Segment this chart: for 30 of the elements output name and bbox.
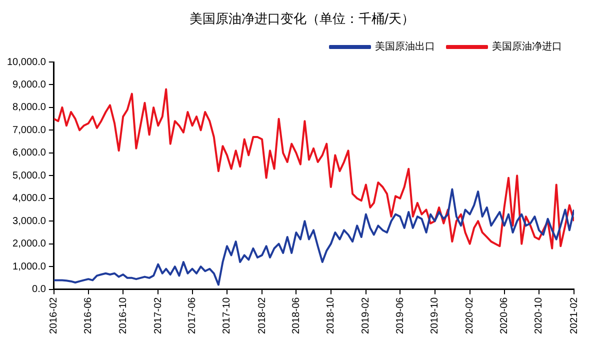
x-tick-label: 2018-10 xyxy=(326,296,337,334)
x-tick-label: 2017-02 xyxy=(152,296,164,334)
y-tick-label: 5,000.0 xyxy=(12,170,46,182)
y-tick-label: 10,000.0 xyxy=(6,56,46,68)
x-tick-label: 2019-02 xyxy=(360,296,372,334)
y-tick-label: 2,000.0 xyxy=(12,238,46,250)
y-tick-label: 6,000.0 xyxy=(12,148,46,159)
y-tick-label: 4,000.0 xyxy=(12,193,46,204)
legend-label: 美国原油净进口 xyxy=(492,40,562,53)
x-tick-label: 2020-06 xyxy=(499,296,510,334)
x-tick-label: 2016-10 xyxy=(118,296,129,334)
y-tick-label: 0.0 xyxy=(32,284,46,296)
y-tick-label: 7,000.0 xyxy=(12,124,46,136)
legend-label: 美国原油出口 xyxy=(375,40,435,53)
x-tick-label: 2021-02 xyxy=(568,296,580,334)
x-tick-label: 2020-10 xyxy=(534,296,545,334)
x-tick-label: 2016-06 xyxy=(83,296,94,334)
y-tick-label: 3,000.0 xyxy=(12,216,46,227)
chart-title: 美国原油净进口变化（单位：千桶/天） xyxy=(188,11,416,28)
x-tick-label: 2019-06 xyxy=(394,296,406,334)
x-tick-label: 2020-02 xyxy=(464,296,476,334)
x-tick-label: 2018-02 xyxy=(256,296,268,334)
x-tick-label: 2018-06 xyxy=(290,296,302,334)
x-tick-label: 2017-10 xyxy=(222,296,233,334)
x-tick-label: 2016-02 xyxy=(48,296,60,334)
y-tick-label: 1,000.0 xyxy=(12,261,46,272)
x-tick-label: 2019-10 xyxy=(430,296,441,334)
y-tick-label: 9,000.0 xyxy=(12,79,46,90)
x-tick-label: 2017-06 xyxy=(187,296,198,334)
y-tick-label: 8,000.0 xyxy=(12,102,46,114)
